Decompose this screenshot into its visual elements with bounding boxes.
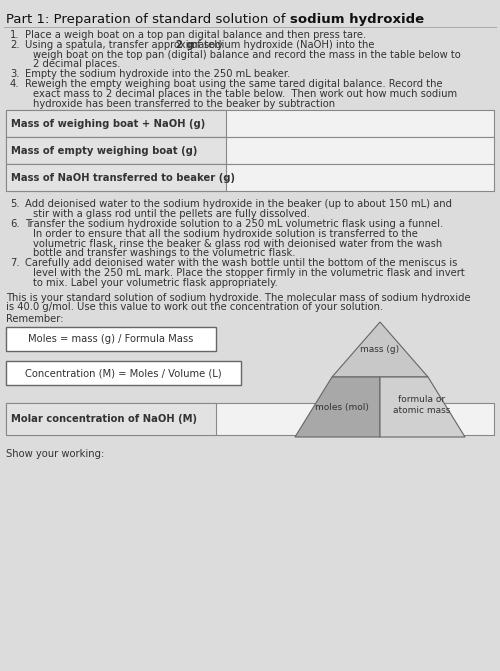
Text: formula or
atomic mass: formula or atomic mass [394, 395, 450, 415]
Text: 3.: 3. [10, 69, 20, 79]
Text: of sodium hydroxide (NaOH) into the: of sodium hydroxide (NaOH) into the [188, 40, 375, 50]
Polygon shape [295, 377, 380, 437]
Text: Transfer the sodium hydroxide solution to a 250 mL volumetric flask using a funn: Transfer the sodium hydroxide solution t… [25, 219, 444, 229]
Text: This is your standard solution of sodium hydroxide. The molecular mass of sodium: This is your standard solution of sodium… [6, 293, 470, 303]
Text: moles (mol): moles (mol) [315, 403, 369, 411]
Text: Part 1: Preparation of standard solution of: Part 1: Preparation of standard solution… [6, 13, 290, 26]
Text: Empty the sodium hydroxide into the 250 mL beaker.: Empty the sodium hydroxide into the 250 … [25, 69, 290, 79]
Bar [6, 138, 494, 164]
Bar [6, 111, 494, 138]
Text: Reweigh the empty weighing boat using the same tared digital balance. Record the: Reweigh the empty weighing boat using th… [25, 79, 442, 89]
Text: Using a spatula, transfer approximately: Using a spatula, transfer approximately [25, 40, 226, 50]
Text: Molar concentration of NaOH (M): Molar concentration of NaOH (M) [11, 414, 197, 424]
Text: exact mass to 2 decimal places in the table below.  Then work out how much sodiu: exact mass to 2 decimal places in the ta… [33, 89, 457, 99]
Text: Show your working:: Show your working: [6, 449, 104, 459]
Bar [6, 164, 226, 191]
Text: Mass of weighing boat + NaOH (g): Mass of weighing boat + NaOH (g) [11, 119, 205, 129]
Text: Remember:: Remember: [6, 314, 64, 324]
Bar [6, 164, 494, 191]
Text: hydroxide has been transferred to the beaker by subtraction: hydroxide has been transferred to the be… [33, 99, 335, 109]
Text: stir with a glass rod until the pellets are fully dissolved.: stir with a glass rod until the pellets … [33, 209, 310, 219]
Text: 4.: 4. [10, 79, 20, 89]
Text: 2 g: 2 g [176, 40, 194, 50]
Text: 7.: 7. [10, 258, 20, 268]
Bar [6, 111, 226, 138]
Bar [6, 327, 216, 351]
Text: 5.: 5. [10, 199, 20, 209]
Text: to mix. Label your volumetric flask appropriately.: to mix. Label your volumetric flask appr… [33, 278, 278, 288]
Bar [6, 361, 241, 385]
Text: Add deionised water to the sodium hydroxide in the beaker (up to about 150 mL) a: Add deionised water to the sodium hydrox… [25, 199, 452, 209]
Text: bottle and transfer washings to the volumetric flask.: bottle and transfer washings to the volu… [33, 248, 295, 258]
Text: Moles = mass (g) / Formula Mass: Moles = mass (g) / Formula Mass [28, 334, 194, 344]
Text: Concentration (M) = Moles / Volume (L): Concentration (M) = Moles / Volume (L) [25, 368, 222, 378]
Text: In order to ensure that all the sodium hydroxide solution is transferred to the: In order to ensure that all the sodium h… [33, 229, 418, 239]
Text: 2 decimal places.: 2 decimal places. [33, 60, 120, 69]
Polygon shape [332, 322, 428, 377]
Text: volumetric flask, rinse the beaker & glass rod with deionised water from the was: volumetric flask, rinse the beaker & gla… [33, 239, 442, 248]
Polygon shape [380, 377, 465, 437]
Text: Place a weigh boat on a top pan digital balance and then press tare.: Place a weigh boat on a top pan digital … [25, 30, 366, 40]
Text: 1.: 1. [10, 30, 20, 40]
Bar [0, 27, 500, 150]
Bar [6, 403, 216, 435]
Text: sodium hydroxide: sodium hydroxide [290, 13, 424, 26]
Text: Mass of NaOH transferred to beaker (g): Mass of NaOH transferred to beaker (g) [11, 173, 235, 183]
Bar [6, 138, 226, 164]
Text: 2.: 2. [10, 40, 20, 50]
Text: level with the 250 mL mark. Place the stopper firmly in the volumetric flask and: level with the 250 mL mark. Place the st… [33, 268, 465, 278]
Text: weigh boat on the top pan (digital) balance and record the mass in the table bel: weigh boat on the top pan (digital) bala… [33, 50, 461, 60]
Bar [6, 403, 494, 435]
Text: 6.: 6. [10, 219, 20, 229]
Text: is 40.0 g/mol. Use this value to work out the concentration of your solution.: is 40.0 g/mol. Use this value to work ou… [6, 303, 384, 313]
Text: Mass of empty weighing boat (g): Mass of empty weighing boat (g) [11, 146, 198, 156]
Text: mass (g): mass (g) [360, 344, 400, 354]
Text: Carefully add deionised water with the wash bottle until the bottom of the menis: Carefully add deionised water with the w… [25, 258, 458, 268]
